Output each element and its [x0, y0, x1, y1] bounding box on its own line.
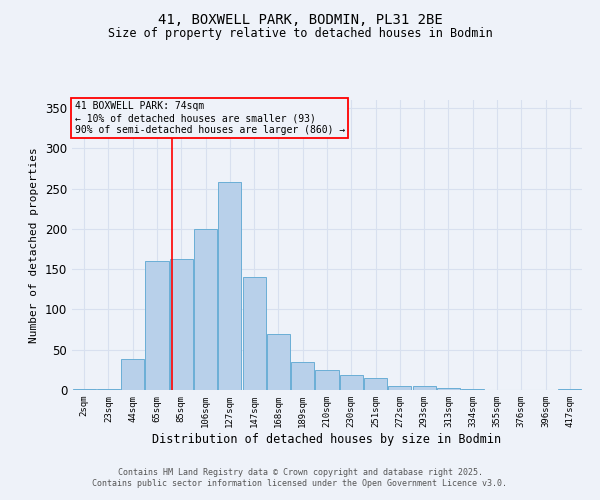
Bar	[559, 389, 581, 390]
Bar	[194, 229, 217, 390]
Bar	[121, 360, 144, 390]
Bar	[388, 386, 412, 390]
Text: Size of property relative to detached houses in Bodmin: Size of property relative to detached ho…	[107, 28, 493, 40]
Bar	[413, 386, 436, 390]
Bar	[242, 277, 266, 390]
Bar	[218, 182, 241, 390]
Bar	[437, 388, 460, 390]
Text: Contains HM Land Registry data © Crown copyright and database right 2025.
Contai: Contains HM Land Registry data © Crown c…	[92, 468, 508, 487]
Text: 41 BOXWELL PARK: 74sqm
← 10% of detached houses are smaller (93)
90% of semi-det: 41 BOXWELL PARK: 74sqm ← 10% of detached…	[74, 102, 345, 134]
Bar	[364, 378, 387, 390]
Bar	[267, 334, 290, 390]
Bar	[170, 258, 193, 390]
Bar	[73, 389, 95, 390]
Bar	[145, 261, 169, 390]
Bar	[340, 374, 363, 390]
Y-axis label: Number of detached properties: Number of detached properties	[29, 147, 40, 343]
Bar	[316, 370, 338, 390]
Bar	[461, 389, 484, 390]
Text: 41, BOXWELL PARK, BODMIN, PL31 2BE: 41, BOXWELL PARK, BODMIN, PL31 2BE	[158, 12, 442, 26]
Bar	[97, 389, 120, 390]
X-axis label: Distribution of detached houses by size in Bodmin: Distribution of detached houses by size …	[152, 432, 502, 446]
Bar	[291, 362, 314, 390]
